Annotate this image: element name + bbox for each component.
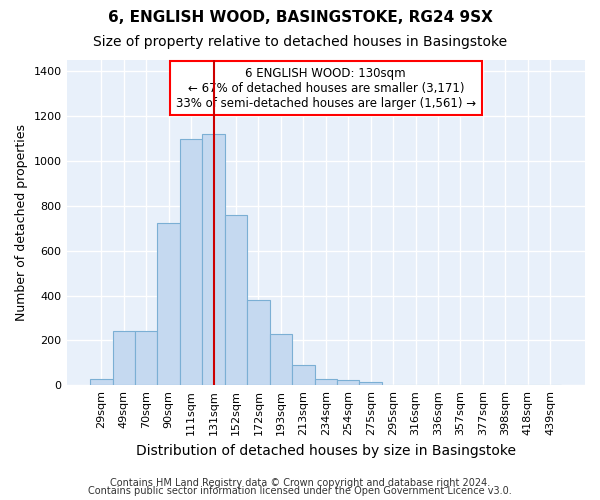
Text: 6, ENGLISH WOOD, BASINGSTOKE, RG24 9SX: 6, ENGLISH WOOD, BASINGSTOKE, RG24 9SX (107, 10, 493, 25)
Bar (337, 380, 359, 386)
Bar (90, 378, 113, 386)
Bar (269, 334, 292, 386)
Y-axis label: Number of detached properties: Number of detached properties (15, 124, 28, 321)
Bar (202, 134, 225, 386)
Bar (180, 138, 202, 386)
Bar (247, 300, 269, 386)
Bar (113, 332, 135, 386)
Bar (292, 365, 314, 386)
Bar (314, 378, 337, 386)
Text: Contains public sector information licensed under the Open Government Licence v3: Contains public sector information licen… (88, 486, 512, 496)
Text: Contains HM Land Registry data © Crown copyright and database right 2024.: Contains HM Land Registry data © Crown c… (110, 478, 490, 488)
Text: 6 ENGLISH WOOD: 130sqm
← 67% of detached houses are smaller (3,171)
33% of semi-: 6 ENGLISH WOOD: 130sqm ← 67% of detached… (176, 66, 476, 110)
Bar (225, 215, 247, 386)
X-axis label: Distribution of detached houses by size in Basingstoke: Distribution of detached houses by size … (136, 444, 516, 458)
Bar (157, 222, 180, 386)
Bar (135, 332, 157, 386)
Bar (359, 382, 382, 386)
Text: Size of property relative to detached houses in Basingstoke: Size of property relative to detached ho… (93, 35, 507, 49)
